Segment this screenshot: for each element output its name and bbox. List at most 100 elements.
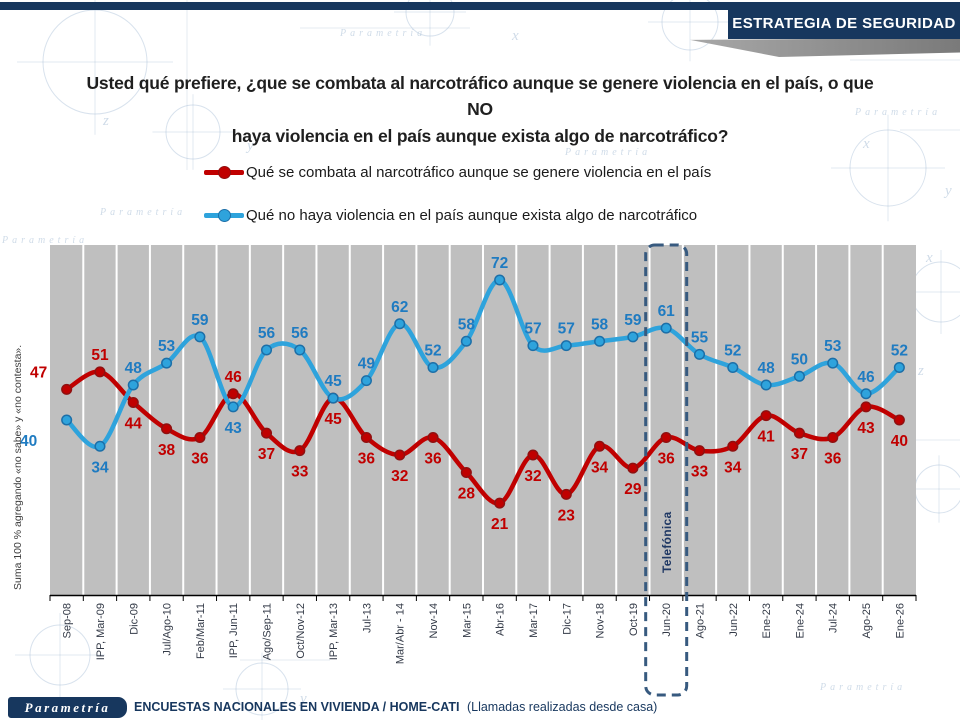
blue-series-data-point [827,357,839,369]
red-series-value-label: 40 [891,433,908,450]
x-axis-label: Oct-19 [628,603,640,636]
blue-series-value-label: 52 [724,343,741,360]
highlight-dashed-box [644,243,689,697]
red-series-value-label: 36 [358,451,376,468]
red-series-value-label: 33 [691,464,709,481]
parametria-logo: Parametría [8,697,127,718]
red-series-value-label: 36 [191,451,209,468]
legend: Qué se combata al narcotráfico aunque se… [204,161,711,247]
red-series-value-label: 47 [30,364,47,381]
red-series-data-point [560,488,572,500]
red-series-value-label: 37 [791,446,808,463]
red-series-value-label: 51 [91,347,109,364]
blue-series-data-point [660,322,672,334]
blue-series-data-point [560,340,572,352]
page-title: ESTRATEGIA DE SEGURIDAD [728,7,960,39]
red-series-marker-icon [204,165,244,179]
x-axis-label: Jun-22 [728,603,740,637]
watermark-parametria-text: Parametría [1,235,88,246]
watermark-circle-icon [661,0,719,51]
red-series-data-point [693,445,706,457]
red-series-value-label: 36 [424,451,442,468]
blue-series-value-label: 43 [225,420,243,437]
blue-series-data-point [727,361,739,374]
x-axis-label: Jul-13 [361,603,373,633]
watermark-parametria-text: Parametría [564,147,651,158]
blue-series-line [64,277,902,450]
blue-series-value-label: 61 [658,303,676,320]
blue-series-value-label: 40 [20,433,37,450]
blue-series-data-point [294,344,306,356]
legend-item-combate: Qué se combata al narcotráfico aunque se… [204,161,711,183]
blue-series-value-label: 52 [891,343,908,360]
red-series-line [64,369,902,506]
blue-series-value-label: 46 [857,369,875,386]
watermark-parametria-text: Parametría [819,682,906,693]
blue-series-value-label: 53 [158,338,176,355]
x-axis-label: IPP, Mar-13 [328,603,340,660]
red-series-data-point [427,431,439,444]
y-axis-note: Suma 100 % agregando «no sabe» y «no con… [12,344,24,590]
blue-series-marker-icon [204,208,244,222]
red-series-value-label: 44 [125,416,143,433]
watermark-letter: y [245,138,254,154]
red-series-value-label: 36 [824,451,842,468]
red-series-data-point [94,366,106,378]
parametria-logo-text: Parametría [24,699,111,715]
blue-series-data-point [760,379,772,391]
header-ribbon-shadow [690,38,960,57]
red-series-value-label: 41 [757,429,775,446]
blue-series-data-point [360,375,372,387]
red-series-data-point [61,383,73,395]
blue-series-data-point [194,331,206,343]
blue-series-value-label: 56 [258,325,276,342]
blue-series-value-label: 48 [757,360,775,377]
footer-source-bold: ENCUESTAS NACIONALES EN VIVIENDA / HOME-… [134,700,460,714]
red-series-data-point [727,440,739,452]
watermark-letter: x [925,250,933,266]
blue-series-data-point [527,340,539,352]
blue-series-value-label: 59 [191,312,209,329]
blue-series-value-label: 57 [558,321,575,338]
x-axis-label: Ene-26 [894,603,906,638]
red-series-data-point [594,440,606,452]
watermark-circle-icon [849,129,927,207]
top-accent-bar [0,2,960,10]
red-series-data-point [127,396,139,409]
x-axis-label: Ago/Sep-11 [262,603,274,660]
red-series-value-label: 38 [158,442,176,459]
highlight-label-telefonica: Telefónica [660,512,674,573]
red-series-data-point [227,388,239,400]
watermark-letter: z [102,113,109,129]
blue-series-data-point [427,361,439,374]
blue-series-value-label: 72 [491,255,508,272]
watermark-letter: z [917,363,924,379]
red-series-value-label: 32 [524,468,541,485]
survey-question: Usted qué prefiere, ¿que se combata al n… [80,70,880,149]
red-series-value-label: 43 [857,420,875,437]
red-series-value-label: 28 [458,486,476,503]
red-series-value-label: 33 [291,464,309,481]
red-series-data-point [494,497,506,509]
blue-series-value-label: 56 [291,325,309,342]
x-axis-label: Nov-18 [595,603,607,638]
blue-series-data-point [260,344,273,356]
x-axis-label: Ago-25 [861,603,873,638]
red-series-value-label: 34 [591,459,609,476]
blue-series-data-point [460,335,472,347]
watermark-circle-icon [42,9,148,115]
red-series-value-label: 36 [658,451,676,468]
blue-series-value-label: 34 [91,459,109,476]
x-axis-label: Ene-24 [794,603,806,638]
blue-series-value-label: 52 [424,343,441,360]
blue-series-value-label: 62 [391,299,408,316]
watermark-letter: x [511,28,519,44]
x-axis-label: Nov-14 [428,603,440,638]
red-series-value-label: 23 [558,507,576,524]
watermark-parametria-text: Parametría [339,28,426,39]
x-axis-label: Jul/Ago-10 [162,603,174,656]
red-series-value-label: 29 [624,481,642,498]
red-series-dot-icon [218,165,231,179]
watermark-letter: x [862,136,870,152]
